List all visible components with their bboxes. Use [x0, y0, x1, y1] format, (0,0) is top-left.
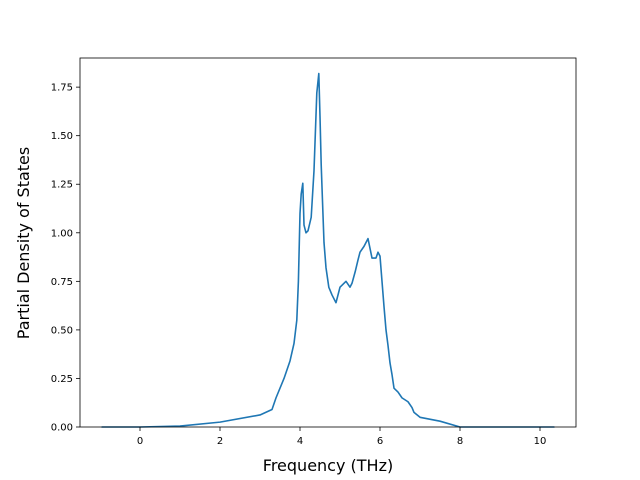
x-tick-label: 2	[217, 436, 223, 447]
y-axis-label: Partial Density of States	[14, 147, 33, 339]
x-tick-label: 0	[137, 436, 143, 447]
y-tick-label: 0.00	[51, 423, 73, 434]
x-axis-ticks: 0 2 4 6 8 10	[137, 427, 547, 447]
x-tick-label: 4	[297, 436, 303, 447]
y-tick-label: 1.00	[51, 228, 73, 239]
x-axis-label: Frequency (THz)	[263, 456, 393, 475]
x-tick-label: 10	[534, 436, 547, 447]
axes-frame	[79, 57, 577, 428]
y-tick-label: 0.25	[51, 374, 73, 385]
y-tick-label: 1.50	[51, 131, 73, 142]
y-axis-ticks: 0.00 0.25 0.50 0.75 1.00 1.25 1.50 1.75	[51, 83, 80, 434]
y-tick-label: 0.50	[51, 325, 73, 336]
y-tick-label: 0.75	[51, 277, 73, 288]
y-tick-label: 1.75	[51, 83, 73, 94]
series-line	[101, 72, 555, 428]
plot-area	[101, 72, 555, 428]
x-tick-label: 6	[377, 436, 383, 447]
x-tick-label: 8	[457, 436, 463, 447]
y-tick-label: 1.25	[51, 180, 73, 191]
